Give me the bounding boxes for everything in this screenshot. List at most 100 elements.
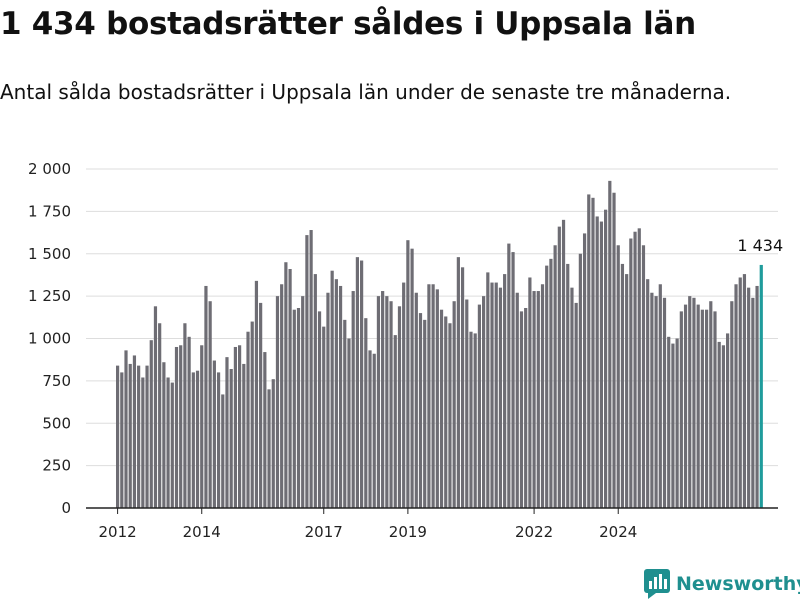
bar — [124, 350, 128, 508]
bar — [137, 365, 141, 508]
bar — [254, 280, 259, 508]
bar — [284, 262, 288, 508]
bar — [604, 209, 608, 508]
bar — [490, 282, 494, 508]
bar — [570, 287, 574, 508]
bar — [360, 260, 364, 508]
bar — [414, 292, 418, 508]
bar — [629, 238, 633, 508]
bar — [704, 309, 709, 508]
y-tick-label: 1 750 — [28, 202, 71, 220]
x-tick-label: 2017 — [305, 523, 343, 541]
bar — [322, 326, 326, 508]
bar — [242, 363, 246, 508]
bar — [726, 333, 730, 508]
bar — [738, 277, 742, 508]
bar — [393, 335, 397, 508]
bar — [162, 362, 166, 508]
x-tick-label: 2012 — [99, 523, 137, 541]
bar — [216, 372, 221, 508]
bar — [153, 306, 158, 508]
bar — [334, 279, 338, 508]
bar — [280, 284, 284, 508]
bar — [267, 389, 271, 508]
y-tick-label: 1 000 — [28, 330, 71, 348]
x-tick-label: 2024 — [599, 523, 637, 541]
bar — [381, 291, 385, 508]
bar — [233, 346, 237, 508]
bar — [650, 292, 654, 508]
bar — [519, 311, 524, 508]
bar — [625, 274, 629, 508]
bar — [271, 379, 275, 508]
bar — [149, 340, 153, 508]
bar — [503, 274, 507, 508]
bar — [397, 306, 402, 508]
bar — [494, 282, 498, 508]
data-labels: 1 434 — [737, 236, 783, 255]
bar — [524, 307, 528, 508]
bar — [595, 216, 599, 508]
bar — [646, 279, 650, 508]
bar — [259, 302, 263, 508]
bar — [170, 382, 174, 508]
bar — [296, 307, 301, 508]
bar — [221, 394, 225, 508]
bar — [654, 296, 658, 509]
bar — [263, 352, 267, 508]
y-tick-label: 2 000 — [28, 160, 71, 178]
y-tick-label: 1 500 — [28, 245, 71, 263]
bar — [482, 296, 486, 509]
bar — [667, 336, 671, 508]
bar — [166, 377, 170, 508]
bar — [376, 296, 381, 509]
y-tick-label: 250 — [42, 457, 71, 475]
bar — [448, 323, 452, 508]
bar — [174, 346, 179, 508]
bar — [713, 311, 717, 508]
bar — [599, 221, 604, 509]
bar — [460, 267, 465, 508]
bar — [431, 284, 435, 508]
bar — [717, 341, 721, 508]
bar — [477, 304, 481, 508]
bar — [141, 377, 145, 508]
bar — [238, 345, 242, 508]
bar — [288, 269, 292, 508]
bar — [587, 194, 591, 508]
bar — [364, 318, 368, 508]
bar — [313, 274, 317, 508]
bar — [486, 272, 490, 508]
bar — [469, 331, 473, 508]
bar — [439, 309, 444, 508]
bar — [128, 363, 132, 508]
x-tick-label: 2014 — [183, 523, 221, 541]
bar — [721, 345, 726, 508]
x-tick-label: 2019 — [389, 523, 427, 541]
bar — [540, 284, 545, 508]
bar — [427, 284, 431, 508]
bar — [351, 291, 355, 508]
bar — [549, 258, 553, 508]
bar — [338, 285, 343, 508]
bar — [191, 372, 195, 508]
bar — [696, 304, 700, 508]
bar — [225, 357, 229, 508]
bar — [343, 319, 347, 508]
bar — [212, 360, 216, 508]
bar — [465, 299, 469, 508]
bar — [418, 313, 423, 508]
bar — [473, 333, 477, 508]
bar — [637, 228, 641, 508]
bar — [545, 265, 549, 508]
bar — [183, 323, 187, 508]
bar — [536, 291, 540, 508]
bar — [566, 263, 570, 508]
bar — [292, 309, 296, 508]
bar — [620, 263, 625, 508]
newsworthy-brand[interactable]: Newsworthy — [644, 568, 800, 600]
y-tick-label: 750 — [42, 372, 71, 390]
bar — [200, 345, 204, 508]
bar — [347, 338, 351, 508]
bar — [557, 226, 561, 508]
